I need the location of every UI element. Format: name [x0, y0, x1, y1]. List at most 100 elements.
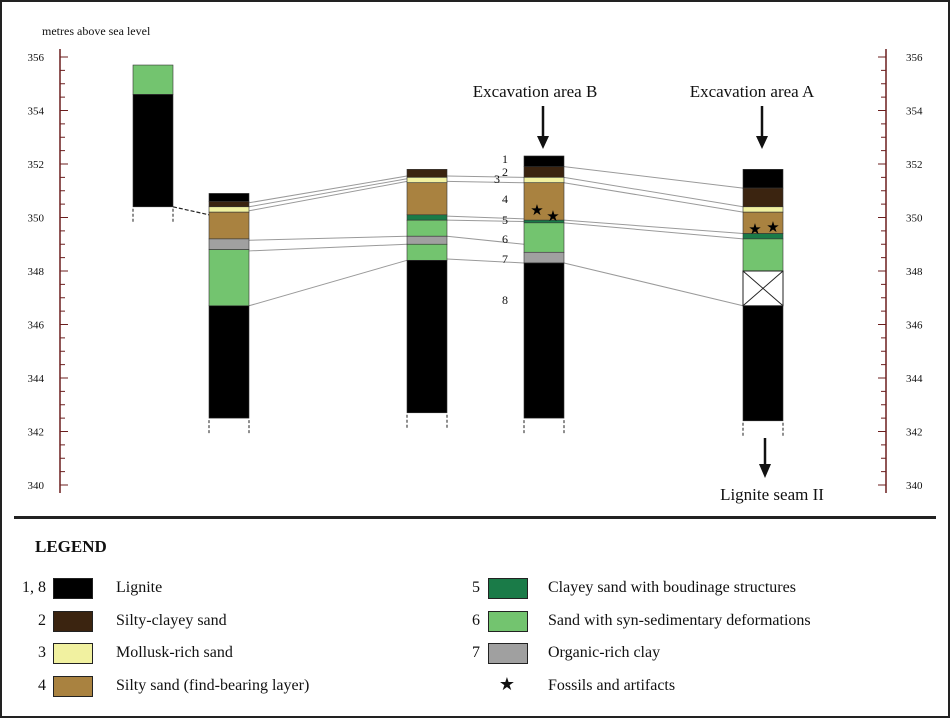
legend-title: LEGEND: [35, 537, 107, 556]
right-axis-tick-label: 354: [906, 106, 923, 118]
legend-label: Silty-clayey sand: [116, 612, 227, 629]
layer-lignite: [523, 262, 565, 419]
layer-sand-deformations: [523, 222, 565, 253]
layer-unknown-cross: [742, 270, 784, 307]
layer-lignite: [523, 155, 565, 167]
legend-label: Clayey sand with boudinage structures: [548, 579, 796, 596]
right-axis-tick-label: 352: [906, 159, 923, 171]
layer-mollusk-rich-sand: [208, 206, 250, 213]
legend-item-silty-clayey-sand: 2 Silty-clayey sand: [2, 610, 422, 634]
legend-swatch-silty-sand: [53, 676, 93, 697]
left-axis-tick-label: 354: [28, 106, 45, 118]
right-axis-tick-label: 340: [906, 480, 923, 492]
legend-code: 3: [38, 644, 46, 661]
legend-code: 1, 8: [22, 579, 46, 596]
left-axis-tick-label: 346: [28, 320, 45, 332]
legend-swatch-silty-clayey-sand: [53, 611, 93, 632]
arrow-down-icon: [537, 106, 549, 149]
right-axis-tick-label: 350: [906, 213, 923, 225]
axis-title: metres above sea level: [42, 24, 151, 38]
layer-organic-clay: [208, 238, 250, 250]
layer-mollusk-rich-sand: [523, 177, 565, 184]
section-4: [523, 155, 565, 435]
correlation-line: [563, 166, 744, 189]
correlation-line: [248, 243, 408, 252]
correlation-line: [563, 176, 744, 208]
correlation-line: [248, 259, 408, 307]
legend-item-mollusk-rich-sand: 3 Mollusk-rich sand: [2, 642, 422, 666]
legend-code: 7: [472, 644, 480, 661]
correlation-line: [248, 235, 408, 241]
layer-number-5: 5: [502, 213, 508, 227]
lignite-seam-label: Lignite seam II: [720, 485, 824, 504]
left-axis-tick-label: 342: [28, 427, 45, 439]
correlation-line: [446, 258, 525, 264]
layer-lignite: [208, 193, 250, 202]
fossil-star-icon: ★: [546, 207, 559, 225]
legend-swatch-organic-clay: [488, 643, 528, 664]
fossil-stars: ★ ★ ★ ★: [530, 201, 779, 238]
legend-swatch-clayey-sand: [488, 578, 528, 599]
section-5: [742, 169, 784, 437]
correlation-line: [563, 262, 744, 307]
layer-lignite: [208, 305, 250, 419]
layer-number-1: 1: [502, 152, 508, 166]
right-axis-tick-label: 346: [906, 320, 923, 332]
legend-label: Mollusk-rich sand: [116, 644, 233, 661]
sections: [132, 64, 784, 437]
legend-item-fossils: ★ Fossils and artifacts: [442, 674, 942, 699]
layer-silty-sand: [406, 182, 448, 216]
arrow-down-icon: [756, 106, 768, 149]
excavation-a-label: Excavation area A: [690, 82, 815, 101]
annotations: Excavation area B Excavation area A Lign…: [473, 82, 825, 504]
excavation-b-label: Excavation area B: [473, 82, 598, 101]
layer-silty-clayey-sand: [742, 187, 784, 208]
legend-label: Sand with syn-sedimentary deformations: [548, 612, 811, 629]
legend-label: Organic-rich clay: [548, 644, 661, 661]
section-1: [132, 64, 174, 223]
layer-mollusk-rich-sand: [742, 206, 784, 213]
legend-code: 5: [472, 579, 480, 596]
legend-label: Lignite: [116, 579, 163, 596]
left-axis-tick-label: 344: [28, 373, 45, 385]
correlation-line: [248, 175, 408, 204]
legend-item-lignite: 1, 8 Lignite: [2, 577, 422, 601]
left-axis-tick-label: 356: [28, 52, 45, 64]
layer-lignite: [406, 259, 448, 414]
layer-sand-deformations: [406, 219, 448, 237]
layer-number-labels: 1 2 3 4 5 6 7 8: [494, 152, 508, 307]
layer-clayey-sand: [406, 214, 448, 221]
layer-mollusk-rich-sand: [406, 177, 448, 184]
correlation-lines: [172, 166, 744, 307]
correlation-line: [248, 180, 408, 212]
fossil-star-icon: ★: [748, 220, 761, 238]
legend-label: Fossils and artifacts: [548, 677, 676, 694]
left-axis-tick-label: 350: [28, 213, 45, 225]
layer-lignite: [742, 169, 784, 189]
layer-silty-clayey-sand: [523, 166, 565, 178]
correlation-line: [172, 206, 210, 216]
legend-swatch-sand-deformations: [488, 611, 528, 632]
correlation-line: [248, 178, 408, 208]
layer-lignite: [132, 94, 174, 208]
legend-code: 4: [38, 677, 46, 694]
legend-code: 6: [472, 612, 480, 629]
legend-swatch-lignite: [53, 578, 93, 599]
correlation-line: [446, 175, 525, 178]
layer-silty-sand: [208, 211, 250, 240]
correlation-line: [446, 215, 525, 220]
star-icon: ★: [498, 674, 516, 695]
legend-item-sand-deformations: 6 Sand with syn-sedimentary deformations: [442, 610, 942, 634]
left-axis-tick-label: 348: [28, 266, 45, 278]
layer-silty-clayey-sand: [406, 169, 448, 178]
layer-organic-clay: [523, 251, 565, 264]
left-axis-tick-label: 340: [28, 480, 45, 492]
layer-number-3: 3: [494, 172, 500, 186]
layer-number-6: 6: [502, 232, 508, 246]
legend-item-organic-clay: 7 Organic-rich clay: [442, 642, 942, 666]
layer-organic-clay: [406, 235, 448, 245]
layer-number-7: 7: [502, 252, 508, 266]
layer-sand-deformations: [406, 243, 448, 261]
fossil-star-icon: ★: [530, 201, 543, 219]
